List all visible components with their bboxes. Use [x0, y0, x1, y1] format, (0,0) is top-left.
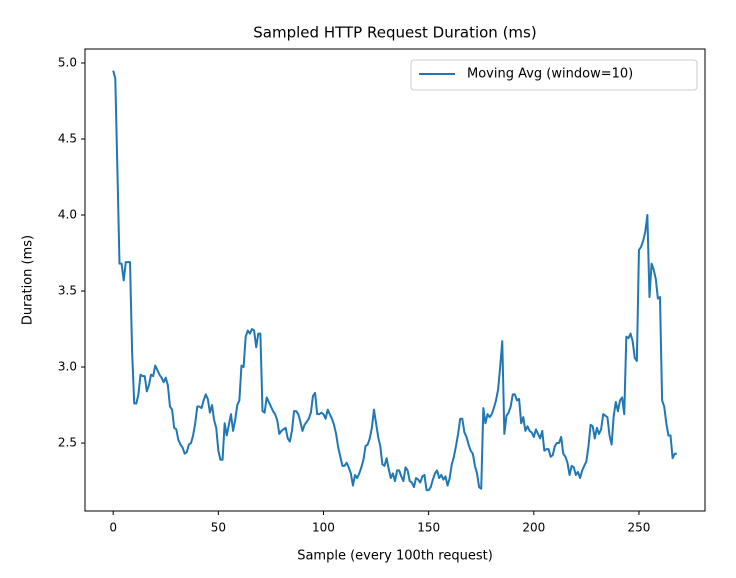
- y-tick-label: 3.5: [58, 284, 77, 298]
- plot-frame: [84, 48, 706, 512]
- x-tick-label: 100: [312, 521, 335, 535]
- data-line: [112, 70, 677, 492]
- y-tick-label: 5.0: [58, 55, 77, 69]
- y-axis-label: Duration (ms): [21, 235, 36, 325]
- chart-title: Sampled HTTP Request Duration (ms): [253, 24, 536, 42]
- x-tick-label: 200: [522, 521, 545, 535]
- legend-label: Moving Avg (window=10): [467, 67, 633, 82]
- x-tick-label: 50: [211, 521, 226, 535]
- x-axis-label: Sample (every 100th request): [297, 549, 493, 564]
- x-tick-label: 0: [109, 521, 117, 535]
- legend-box: [410, 59, 698, 91]
- y-tick-label: 4.0: [58, 208, 77, 222]
- y-tick-label: 2.5: [58, 436, 77, 450]
- y-tick-label: 3.0: [58, 360, 77, 374]
- y-tick-label: 4.5: [58, 131, 77, 145]
- x-tick-label: 250: [628, 521, 651, 535]
- x-tick-label: 150: [417, 521, 440, 535]
